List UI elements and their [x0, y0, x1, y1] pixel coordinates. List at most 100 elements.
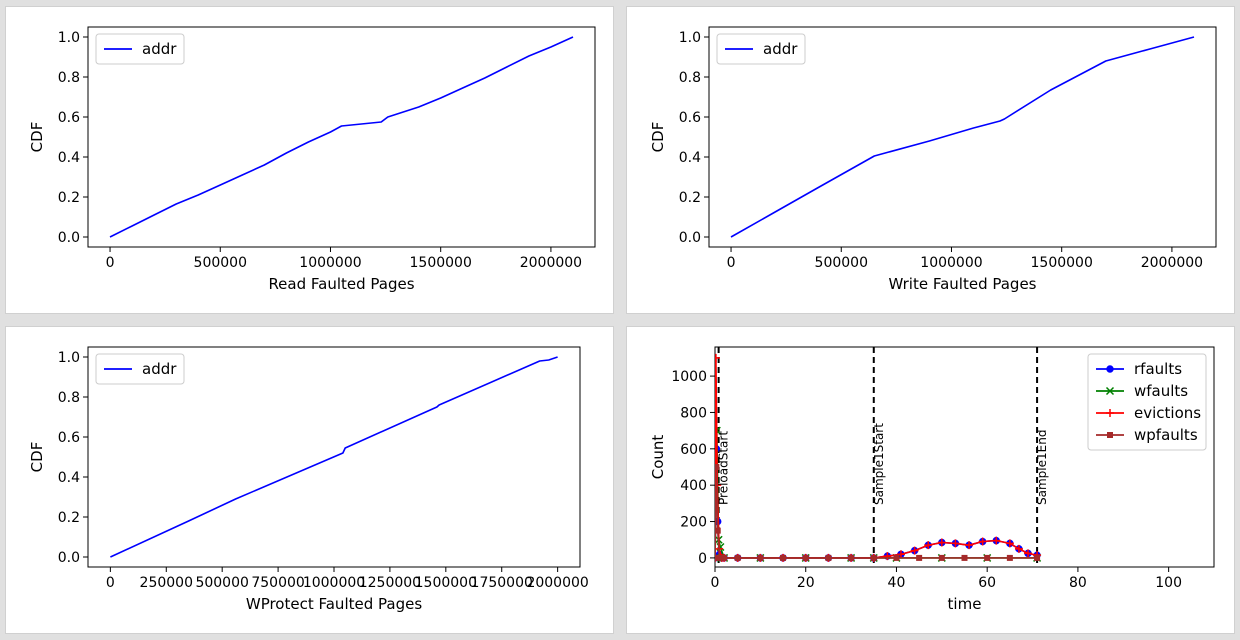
y-tick-label: 0.4 [679, 150, 701, 166]
x-tick-label: 20 [797, 575, 815, 591]
x-tick-label: 2000000 [520, 255, 582, 271]
y-axis-label: CDF [28, 122, 46, 153]
chart-svg: 0 500000 1000000 1500000 2000000 0.0 0.2 0.4 0.6… [28, 26, 596, 293]
point-wpfaults [893, 554, 900, 561]
panel-wprotect-faulted-cdf: 0 250000 500000 750000 1000000 1250000 1500000… [5, 326, 614, 634]
y-tick-label: 0.6 [58, 110, 80, 126]
y-tick-label: 0.0 [58, 230, 80, 246]
y-tick-label: 0.0 [58, 550, 80, 566]
point-evictions [965, 541, 974, 550]
y-tick-label: 200 [680, 515, 707, 531]
x-tick-label: 1250000 [359, 575, 421, 591]
y-tick-label: 1.0 [679, 30, 701, 46]
point-evictions [951, 539, 960, 548]
y-tick-label: 0.8 [58, 70, 80, 86]
legend-label-addr: addr [142, 360, 177, 378]
y-tick-label: 1.0 [58, 30, 80, 46]
x-tick-label: 500000 [195, 575, 248, 591]
point-wpfaults [870, 554, 877, 561]
x-tick-label: 2000000 [1141, 255, 1203, 271]
point-evictions [910, 546, 919, 555]
y-tick-label: 1.0 [58, 350, 80, 366]
y-tick-label: 0.2 [679, 190, 701, 206]
y-tick-label: 800 [680, 405, 707, 421]
y-axis-label: CDF [28, 442, 46, 473]
point-wpfaults [715, 554, 718, 561]
point-wpfaults [721, 554, 728, 561]
point-wpfaults [715, 527, 721, 534]
y-tick-label: 0.6 [58, 430, 80, 446]
series-line-addr [730, 36, 1195, 238]
legend: rfaults wfaults evictions wpfaults [1087, 353, 1207, 451]
point-evictions [924, 541, 933, 550]
legend-marker [1106, 409, 1114, 417]
x-tick-label: 1500000 [1031, 255, 1093, 271]
y-tick-label: 0.2 [58, 510, 80, 526]
legend-label-rfaults: rfaults [1134, 360, 1182, 378]
x-tick-label: 100 [1155, 575, 1182, 591]
y-tick-label: 0.0 [679, 230, 701, 246]
x-axis-label: Write Faulted Pages [888, 275, 1036, 293]
series-line-addr [110, 356, 558, 558]
legend-label-evictions: evictions [1134, 404, 1201, 422]
y-tick-label: 0.2 [58, 190, 80, 206]
x-tick-label: 250000 [140, 575, 193, 591]
vline-label: Sample1Start [872, 423, 886, 505]
x-tick-label: 0 [727, 255, 736, 271]
legend: addr [95, 353, 185, 385]
point-wpfaults [825, 554, 832, 561]
point-evictions [937, 538, 946, 547]
point-evictions [1024, 549, 1033, 558]
y-tick-label: 0.8 [679, 70, 701, 86]
y-axis-label: CDF [649, 122, 667, 153]
y-tick-label: 0.6 [679, 110, 701, 126]
point-wpfaults [1034, 554, 1041, 561]
point-wpfaults [938, 554, 945, 561]
legend-label-wfaults: wfaults [1134, 382, 1188, 400]
y-tick-label: 0.4 [58, 150, 80, 166]
series-line-addr [109, 36, 574, 238]
point-wpfaults [916, 554, 923, 561]
x-tick-label: 500000 [194, 255, 247, 271]
point-wpfaults [715, 464, 720, 470]
panel-read-faulted-cdf: 0 500000 1000000 1500000 2000000 0.0 0.2 0.4 0.6… [5, 6, 614, 314]
legend-label-addr: addr [142, 40, 177, 58]
panel-time-counts: 0 20 40 60 80 100 0 200 400 600 800 1000 time Count Pr… [626, 326, 1235, 634]
x-tick-label: 500000 [815, 255, 868, 271]
x-tick-label: 1000000 [303, 575, 365, 591]
x-tick-label: 1500000 [415, 575, 477, 591]
y-tick-label: 600 [680, 442, 707, 458]
point-wpfaults [757, 554, 764, 561]
x-tick-label: 1750000 [471, 575, 533, 591]
legend-marker [1106, 365, 1114, 373]
point-wpfaults [734, 554, 741, 561]
point-evictions [883, 552, 892, 561]
legend-label-addr: addr [763, 40, 798, 58]
point-evictions [992, 536, 1001, 545]
legend-marker [1107, 432, 1113, 438]
legend: addr [716, 33, 806, 65]
x-tick-label: 0 [711, 575, 720, 591]
point-wpfaults [848, 554, 855, 561]
x-tick-label: 60 [978, 575, 996, 591]
y-tick-label: 0.8 [58, 390, 80, 406]
point-wpfaults [1006, 554, 1013, 561]
y-tick-label: 1000 [671, 369, 707, 385]
legend-marker [1105, 386, 1115, 396]
x-tick-label: 0 [106, 255, 115, 271]
x-tick-label: 80 [1069, 575, 1087, 591]
y-axis-label: Count [649, 435, 667, 480]
plot-frame [87, 26, 596, 248]
plot-frame [708, 26, 1217, 248]
point-wpfaults [780, 554, 787, 561]
vline-label: Sample1End [1035, 430, 1049, 505]
x-tick-label: 0 [106, 575, 115, 591]
point-evictions [978, 537, 987, 546]
y-tick-label: 0.4 [58, 470, 80, 486]
panel-write-faulted-cdf: 0 500000 1000000 1500000 2000000 0.0 0.2 0.4 0.6… [626, 6, 1235, 314]
legend-label-wpfaults: wpfaults [1134, 426, 1198, 444]
point-evictions [1014, 544, 1023, 553]
x-axis-label: WProtect Faulted Pages [246, 595, 422, 613]
